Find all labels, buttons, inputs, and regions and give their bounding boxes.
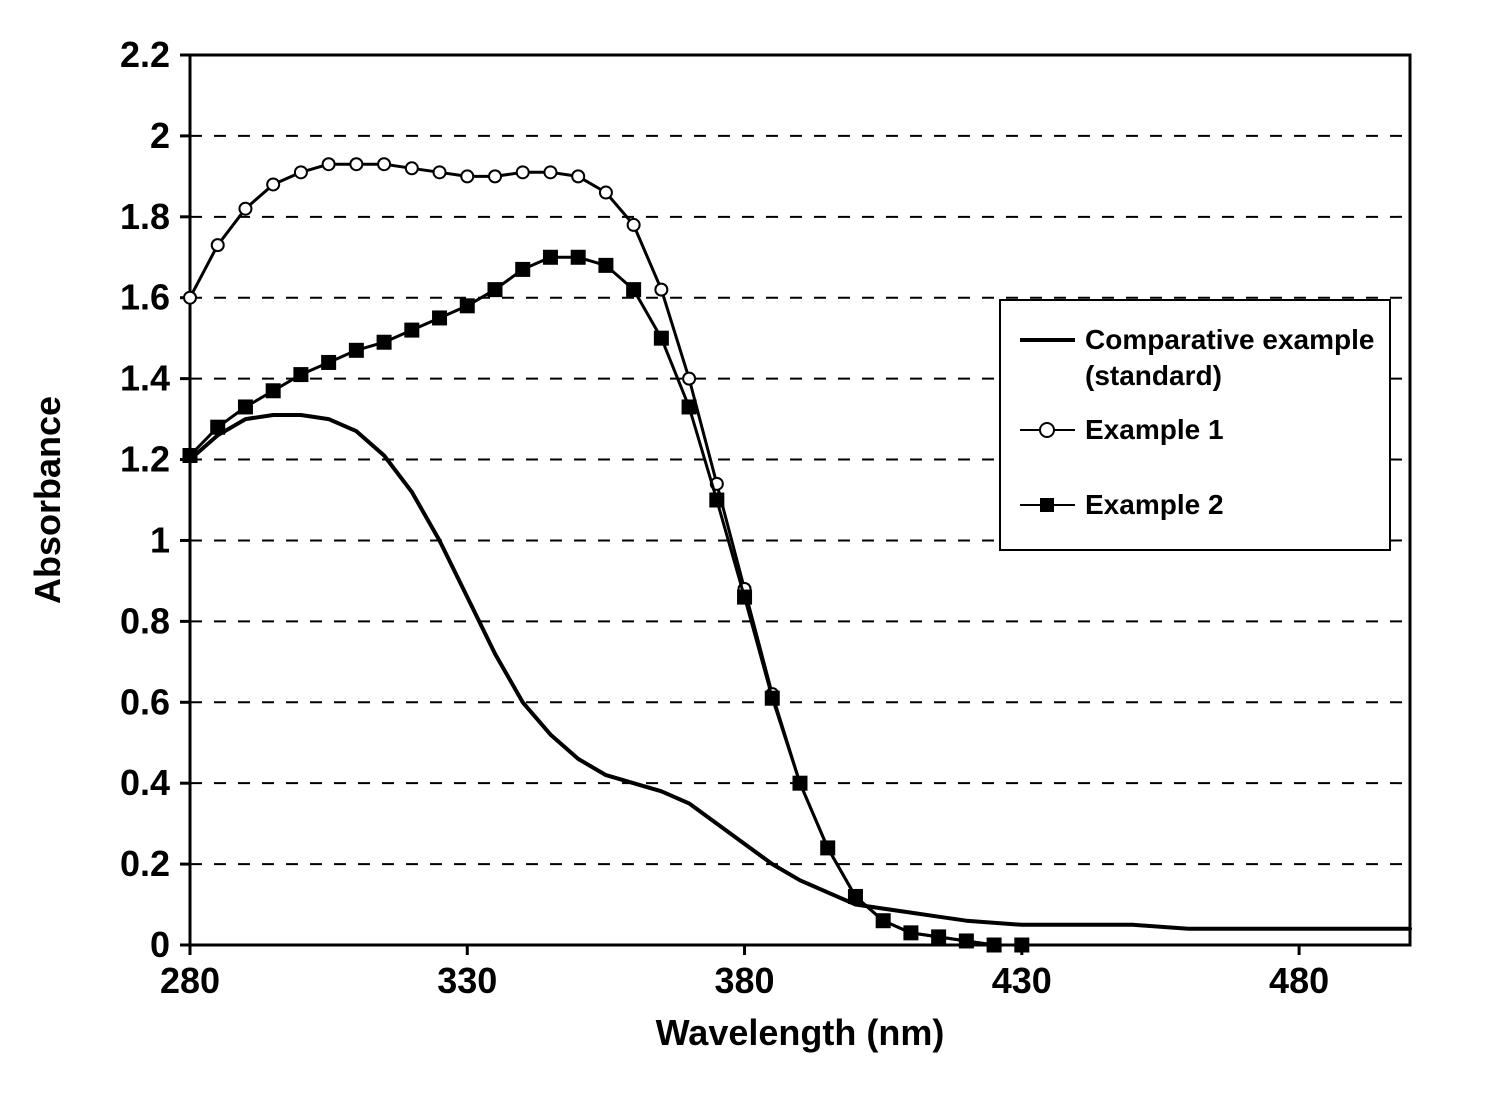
marker-circle: [489, 170, 501, 182]
marker-square: [904, 926, 918, 940]
marker-square: [266, 384, 280, 398]
marker-square: [765, 691, 779, 705]
chart-container: 0 0.2 0.4 0.6 0.8 1 1.2 1.4 1.6 1.8 2 2.2 280 330 380 4…: [0, 0, 1497, 1096]
marker-circle: [683, 373, 695, 385]
marker-square: [654, 331, 668, 345]
marker-square: [405, 323, 419, 337]
y-tick-label: 0: [150, 924, 170, 965]
y-tick-label: 2.2: [120, 34, 170, 75]
y-tick-label: 0.6: [120, 681, 170, 722]
marker-square: [516, 262, 530, 276]
y-tick-label: 0.8: [120, 600, 170, 641]
marker-square: [848, 889, 862, 903]
marker-square: [627, 283, 641, 297]
y-tick-label: 1.2: [120, 439, 170, 480]
x-tick-label: 380: [715, 960, 775, 1001]
marker-square: [488, 283, 502, 297]
marker-square: [738, 590, 752, 604]
x-tick-label: 480: [1269, 960, 1329, 1001]
marker-circle: [628, 219, 640, 231]
marker-square: [682, 400, 696, 414]
marker-square: [322, 355, 336, 369]
marker-square: [876, 914, 890, 928]
y-tick-label: 1: [150, 519, 170, 560]
y-tick-label: 1.6: [120, 277, 170, 318]
marker-circle: [655, 284, 667, 296]
y-tick-label: 0.2: [120, 843, 170, 884]
marker-circle: [350, 158, 362, 170]
marker-square: [183, 449, 197, 463]
marker-square: [571, 250, 585, 264]
y-tick-label: 1.8: [120, 196, 170, 237]
marker-circle: [267, 178, 279, 190]
marker-circle: [184, 292, 196, 304]
legend-item-0-sub: (standard): [1085, 360, 1222, 391]
x-tick-label: 280: [160, 960, 220, 1001]
marker-square: [1015, 938, 1029, 952]
marker-square: [959, 934, 973, 948]
marker-circle: [434, 166, 446, 178]
absorbance-chart: 0 0.2 0.4 0.6 0.8 1 1.2 1.4 1.6 1.8 2 2.2 280 330 380 4…: [0, 0, 1497, 1096]
marker-circle: [378, 158, 390, 170]
marker-square: [294, 368, 308, 382]
marker-square: [543, 250, 557, 264]
marker-circle: [461, 170, 473, 182]
marker-square: [238, 400, 252, 414]
y-tick-label: 0.4: [120, 762, 170, 803]
y-tick-label: 2: [150, 115, 170, 156]
legend-item-1: Example 1: [1085, 414, 1224, 445]
marker-circle: [544, 166, 556, 178]
x-axis-label: Wavelength (nm): [656, 1012, 945, 1053]
y-tick-label: 1.4: [120, 358, 170, 399]
marker-square: [599, 258, 613, 272]
marker-circle: [323, 158, 335, 170]
marker-square: [793, 776, 807, 790]
marker-circle: [517, 166, 529, 178]
marker-square: [710, 493, 724, 507]
legend-item-0: Comparative example: [1085, 324, 1374, 355]
marker-circle: [212, 239, 224, 251]
marker-square: [377, 335, 391, 349]
marker-circle: [295, 166, 307, 178]
marker-square: [932, 930, 946, 944]
marker-square: [460, 299, 474, 313]
x-tick-label: 330: [437, 960, 497, 1001]
marker-circle: [239, 203, 251, 215]
y-axis-label: Absorbance: [27, 396, 68, 604]
marker-square: [211, 420, 225, 434]
marker-square: [987, 938, 1001, 952]
legend-item-2: Example 2: [1085, 489, 1224, 520]
x-tick-label: 430: [992, 960, 1052, 1001]
marker-circle: [406, 162, 418, 174]
marker-circle: [600, 187, 612, 199]
marker-square: [433, 311, 447, 325]
marker-square: [349, 343, 363, 357]
marker-square: [821, 841, 835, 855]
marker-circle: [572, 170, 584, 182]
